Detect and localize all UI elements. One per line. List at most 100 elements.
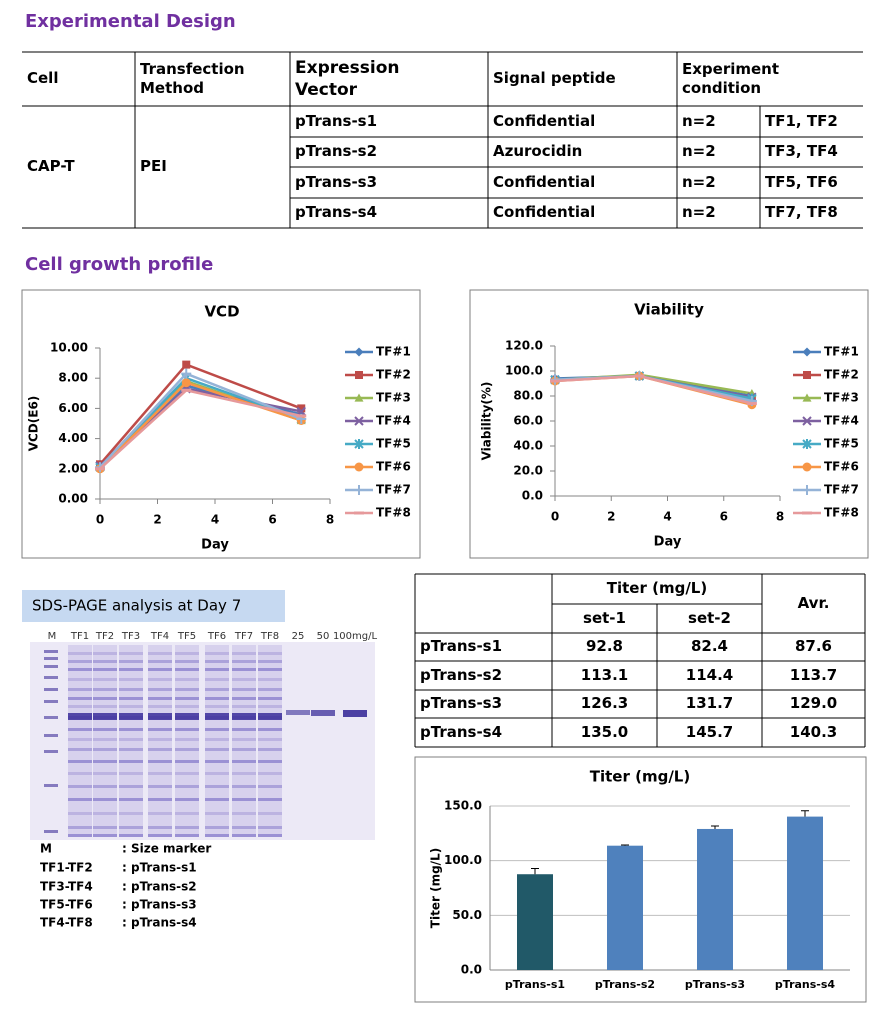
gel-marker-band <box>44 657 58 660</box>
gel-band <box>68 798 92 801</box>
y-tick-label: 6.00 <box>58 401 88 415</box>
y-tick-label: 0.00 <box>58 492 88 506</box>
gel-main-band <box>68 713 92 720</box>
gel-lane <box>93 645 117 837</box>
gel-lane-label: TF2 <box>95 631 114 642</box>
gel-band <box>175 748 199 751</box>
legend-label: TF#4 <box>824 414 859 428</box>
gel-band <box>93 668 117 671</box>
gel-band <box>232 798 256 801</box>
legend-marker <box>354 485 364 495</box>
table-cell: Confidential <box>488 167 677 198</box>
gel-band <box>258 652 282 655</box>
gel-band <box>148 728 172 731</box>
bar <box>607 845 643 970</box>
table-header-cell: set-2 <box>657 604 762 633</box>
table-cell-text: n=2 <box>682 203 716 222</box>
table-cell-text: Confidential <box>493 172 596 191</box>
gel-band <box>175 798 199 801</box>
gel-lane-label: 25 <box>292 631 305 642</box>
legend-marker <box>802 347 812 357</box>
table-cell-text: 113.1 <box>580 665 629 684</box>
table-cell-text: Confidential <box>493 203 596 222</box>
gel-marker-band <box>44 700 58 703</box>
gel-lane-label: TF5 <box>177 631 196 642</box>
table-cell-text: 145.7 <box>685 722 734 741</box>
gel-band <box>205 798 229 801</box>
legend-marker <box>354 416 364 426</box>
gel-band <box>232 738 256 741</box>
legend-marker <box>354 439 364 449</box>
legend-marker <box>802 439 812 449</box>
table-cell-text: Azurocidin <box>493 142 583 161</box>
table-cell-text: 113.7 <box>789 665 838 684</box>
table-cell: Azurocidin <box>488 137 677 167</box>
gel-band <box>68 668 92 671</box>
x-tick-label: pTrans-s4 <box>775 978 836 991</box>
gel-band <box>68 834 92 837</box>
gel-band <box>93 705 117 708</box>
gel-band <box>119 760 143 763</box>
gel-band <box>258 668 282 671</box>
gel-band <box>148 738 172 741</box>
gel-band <box>68 812 92 815</box>
gel-band <box>93 772 117 775</box>
x-tick-label: 6 <box>268 513 276 527</box>
table-cell-text: pTrans-s1 <box>295 111 378 130</box>
gel-band <box>175 705 199 708</box>
gel-standard-band <box>286 710 310 715</box>
table-cell: 92.8 <box>552 633 657 661</box>
table-cell-text: n=2 <box>682 142 716 161</box>
x-tick-label: 0 <box>551 510 559 524</box>
legend-marker <box>802 393 812 402</box>
gel-lane-label: TF8 <box>260 631 279 642</box>
gel-band <box>232 697 256 700</box>
y-tick-label: 150.0 <box>444 799 482 813</box>
gel-title-box <box>22 590 285 622</box>
gel-band <box>205 760 229 763</box>
gel-marker-band <box>44 734 58 737</box>
x-tick-label: 8 <box>776 510 784 524</box>
legend-marker <box>355 371 363 379</box>
gel-band <box>205 705 229 708</box>
gel-band <box>232 834 256 837</box>
y-tick-label: 100.0 <box>444 853 482 867</box>
gel-band <box>232 652 256 655</box>
legend-label: TF#1 <box>376 345 411 359</box>
data-point <box>297 404 306 413</box>
legend-marker <box>803 371 811 379</box>
gel-band <box>93 812 117 815</box>
gel-legend-key: TF4-TF8 <box>40 916 93 930</box>
table-cell-text: 82.4 <box>690 637 728 656</box>
gel-band <box>205 826 229 829</box>
gel-lane-label: TF6 <box>207 631 226 642</box>
gel-band <box>175 668 199 671</box>
table-cell: TF3, TF4 <box>760 137 863 167</box>
table-header-cell: Cell <box>22 52 135 106</box>
data-point <box>181 368 192 379</box>
gel-marker-band <box>44 665 58 668</box>
gel-band <box>205 785 229 788</box>
gel-title: SDS-PAGE analysis at Day 7 <box>32 597 241 615</box>
gel-band <box>93 652 117 655</box>
y-tick-label: 60.0 <box>513 414 543 428</box>
gel-lane-label: TF3 <box>121 631 140 642</box>
legend-marker <box>802 416 812 426</box>
gel-band <box>232 660 256 663</box>
gel-band <box>148 705 172 708</box>
table-header-cell: Signal peptide <box>488 52 677 106</box>
gel-legend-key: TF5-TF6 <box>40 898 93 912</box>
gel-standard-band <box>343 710 367 717</box>
table-cell: 140.3 <box>762 718 865 747</box>
table-header-cell-text: Titer (mg/L) <box>606 579 708 598</box>
gel-band <box>232 668 256 671</box>
table-cell: pTrans-s3 <box>415 690 552 718</box>
table-cell: 113.7 <box>762 661 865 690</box>
gel-band <box>232 678 256 681</box>
gel-band <box>205 668 229 671</box>
gel-lane <box>232 645 256 837</box>
gel-band <box>258 697 282 700</box>
chart-title: Viability <box>634 301 704 319</box>
gel-band <box>205 688 229 691</box>
gel-marker-band <box>44 676 58 679</box>
